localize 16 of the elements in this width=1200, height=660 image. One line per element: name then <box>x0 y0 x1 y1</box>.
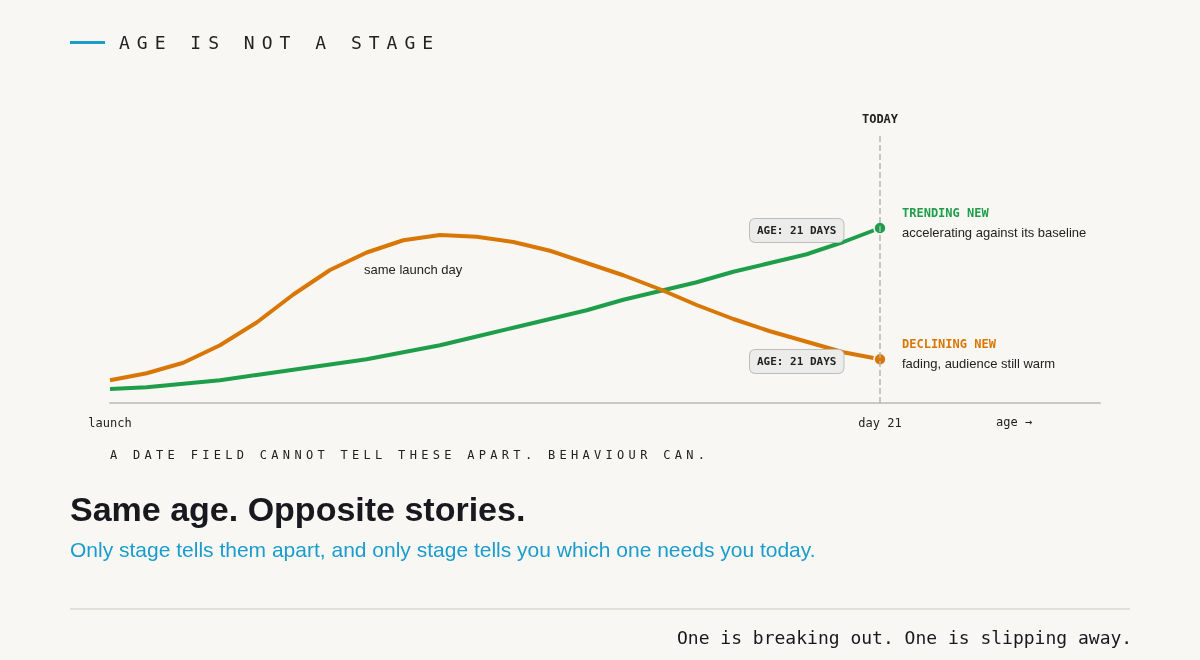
text: A DATE FIELD CANNOT TELL THESE APART. BEHAVIOUR CAN. <box>110 448 710 462</box>
series-label: DECLINING NEW <box>902 337 997 352</box>
annotation: fading, audience still warm <box>902 356 1056 372</box>
ref-line-label: TODAY <box>861 112 899 126</box>
series-label: TRENDING NEW <box>902 206 990 220</box>
x-tick-label: launch <box>88 416 132 430</box>
annotation: same launch day <box>364 262 463 277</box>
text: One is breaking out. One is slipping away. <box>677 627 1133 648</box>
text: Same age. Opposite stories. <box>70 490 526 529</box>
x-tick-label: day 21 <box>858 416 902 430</box>
chart-title: AGE IS NOT A STAGE <box>119 32 441 53</box>
x-axis-title: age → <box>996 415 1033 429</box>
annotation: AGE: 21 DAYS <box>757 355 837 368</box>
text: Only stage tells them apart, and only stage tells you which one needs you today. <box>70 538 816 562</box>
annotation: accelerating against its baseline <box>902 225 1087 240</box>
annotation: AGE: 21 DAYS <box>757 224 837 237</box>
